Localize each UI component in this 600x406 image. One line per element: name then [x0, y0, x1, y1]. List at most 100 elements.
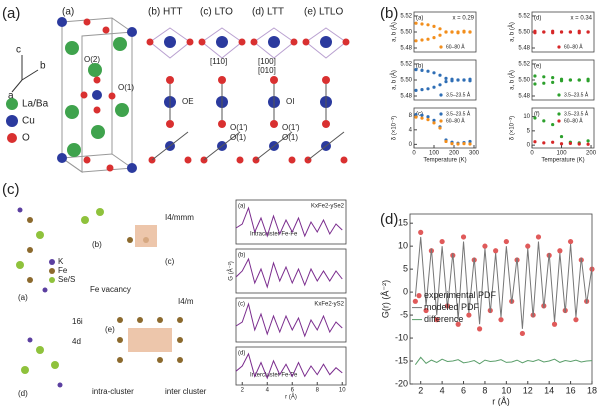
y-tick-label: 5.52: [400, 14, 412, 20]
y-tick-label: -20: [395, 378, 408, 388]
data-point: [542, 30, 546, 34]
legend-label: Se/S: [58, 275, 75, 284]
y-tick-label: 5.52: [400, 62, 412, 68]
legend-label: O: [22, 133, 30, 144]
cluster: [135, 225, 157, 247]
legend-label: 60–80 Å: [564, 43, 583, 50]
legend-label: difference: [424, 314, 463, 324]
direction-label: [010]: [258, 66, 276, 75]
plot-frame: [235, 297, 347, 343]
y-tick-label: 8: [409, 113, 413, 119]
data-point: [551, 321, 558, 327]
data-point: [533, 116, 537, 120]
x-tick-label: 6: [291, 387, 295, 393]
y-tick-label: 5.50: [400, 78, 412, 84]
y-tick-label: 5.52: [518, 14, 530, 20]
o-atoms: [146, 38, 350, 164]
cu-atoms: [57, 17, 137, 173]
data-point: [462, 78, 466, 82]
y-tick-label: 5: [403, 264, 408, 274]
y-axis-label: G (Å⁻²): [228, 261, 235, 281]
data-point: [414, 112, 418, 117]
site-label: O(1): [118, 83, 134, 92]
data-point: [577, 142, 581, 146]
data-point: [450, 142, 454, 146]
data-point: [551, 31, 555, 35]
data-point: [456, 142, 460, 146]
y-tick-label: 5.48: [518, 46, 530, 52]
sub-label: (e): [105, 325, 115, 334]
site-label: O(1): [282, 133, 298, 142]
axis-label: c: [16, 45, 21, 56]
x-tick-label: 6: [461, 386, 466, 396]
y-tick-label: 10: [398, 241, 408, 251]
subplot-label: (b): [238, 253, 245, 259]
legend-marker: [439, 45, 443, 49]
x-tick-label: 8: [482, 386, 487, 396]
data-point: [559, 79, 564, 83]
x-tick-label: 0: [530, 150, 534, 156]
data-point: [412, 298, 418, 304]
la-atoms: [65, 37, 129, 157]
crystal-structure: a b c (a) O(2) O(1) La/Ba Cu O (b) HTT (…: [6, 7, 350, 173]
se-atoms: [16, 208, 104, 374]
panel-label: (c): [2, 181, 20, 198]
data-point: [468, 142, 472, 146]
x-tick-label: 10: [339, 387, 346, 393]
data-line: [235, 257, 343, 289]
x-tick-label: 14: [544, 386, 554, 396]
legend-label: 3.5–23.5 Å: [446, 110, 471, 117]
y-axis-label: δ (×10⁻³): [392, 116, 398, 140]
x-tick-label: 200: [586, 150, 597, 156]
y-axis-label: a, b (Å): [391, 22, 398, 42]
plot-frame: [413, 107, 477, 149]
annotation: x = 0.34: [570, 16, 592, 22]
legend-marker: [557, 45, 561, 49]
data-point: [420, 22, 424, 26]
o-atoms: [80, 18, 116, 172]
x-tick-label: 12: [523, 386, 533, 396]
x-axis-label: Temperature (K): [423, 158, 466, 164]
data-point: [586, 139, 590, 143]
subplot-label: (e): [534, 64, 541, 70]
data-point: [439, 238, 445, 245]
site-label: OE: [182, 97, 194, 106]
legend-label: Cu: [22, 116, 35, 127]
y-tick-label: -15: [395, 355, 408, 365]
subplot-label: (a): [238, 204, 245, 210]
direction-label: [100]: [258, 57, 276, 66]
annotation: Intracluster Fe-Fe: [250, 232, 298, 238]
k-atoms: [17, 207, 63, 388]
x-tick-label: 2: [418, 386, 423, 396]
data-point: [573, 317, 579, 323]
legend-marker: [7, 133, 17, 143]
axis-label: b: [40, 61, 46, 72]
data-point: [468, 77, 472, 81]
data-point: [468, 139, 472, 144]
subplot-label: (a): [416, 16, 423, 22]
x-tick-label: 10: [501, 386, 511, 396]
data-point: [418, 229, 424, 235]
data-point: [568, 30, 572, 34]
subplot-label: (c): [416, 112, 423, 118]
y-axis-label: G(r) (Å⁻²): [380, 280, 390, 318]
data-point: [533, 31, 537, 35]
legend-label: 60–80 Å: [446, 117, 465, 124]
data-point: [438, 83, 442, 87]
fe-atoms: [27, 217, 183, 363]
subplot-label: (b): [416, 64, 423, 70]
note: 4d: [72, 337, 81, 346]
column-title: (b) HTT: [148, 7, 182, 18]
subplot-label: (d): [534, 16, 541, 22]
y-tick-label: 0: [403, 286, 408, 296]
data-point: [426, 115, 430, 119]
data-point: [542, 81, 546, 85]
data-point: [434, 317, 440, 323]
y-tick-label: -5: [400, 309, 408, 319]
data-point: [525, 243, 531, 249]
data-point: [438, 33, 442, 37]
data-point: [557, 248, 563, 254]
data-point: [423, 307, 429, 314]
data-point: [414, 88, 418, 92]
annotation: x = 0.29: [452, 16, 474, 22]
